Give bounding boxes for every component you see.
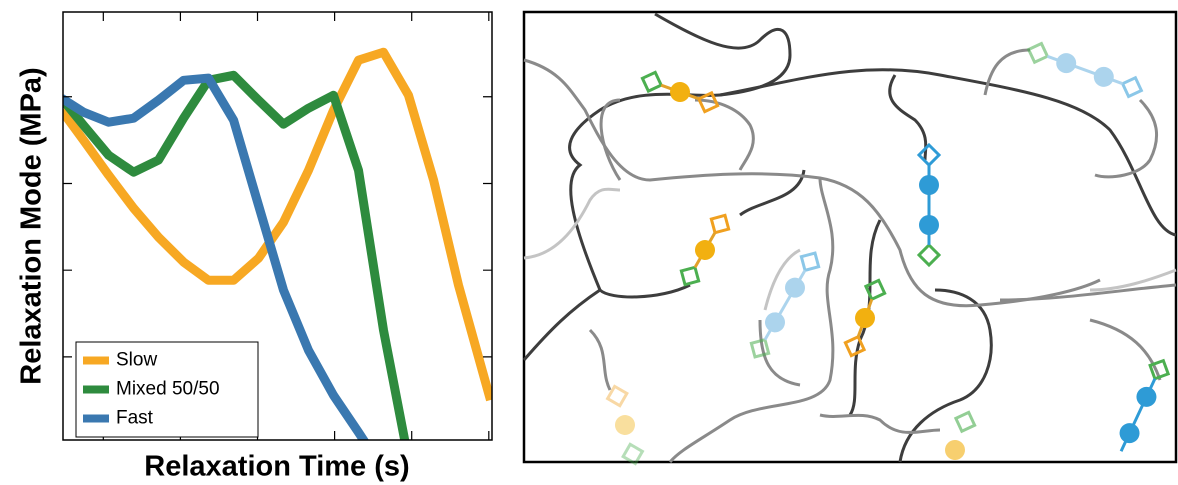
series-line [63,73,369,440]
legend-label: Mixed 50/50 [116,379,220,400]
y-axis-title: Relaxation Mode (MPa) [16,67,48,384]
crosslinkers [605,41,1171,466]
plot-area [63,47,492,440]
series-line [63,70,410,440]
network-diagram [522,10,1178,466]
legend-label: Slow [116,350,157,371]
legend: Slow Mixed 50/50 Fast [75,341,259,438]
legend-label: Fast [116,408,154,429]
x-axis-title: Relaxation Time (s) [144,451,409,483]
diagram-frame [522,10,1178,464]
plot-frame [62,11,493,441]
